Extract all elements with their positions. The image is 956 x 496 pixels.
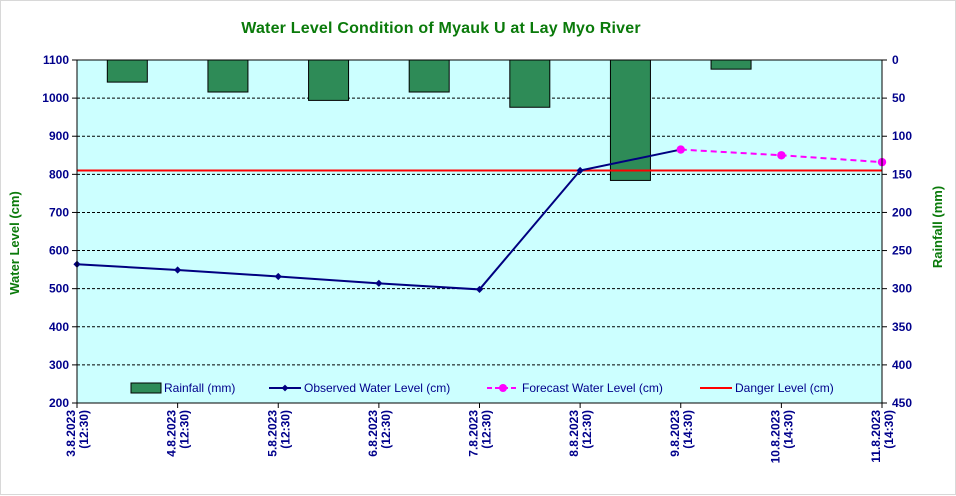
observed-point	[274, 272, 282, 281]
x-tick-date: 11.8.2023	[869, 410, 883, 463]
y2-tick-label: 100	[892, 129, 912, 143]
forecast-point	[777, 151, 786, 160]
y2-tick-label: 50	[892, 91, 906, 105]
x-tick-label: 10.8.2023 (14:30)	[768, 410, 795, 464]
y-tick-label: 1000	[42, 91, 69, 105]
x-tick-label: 3.8.2023 (12:30)	[64, 410, 91, 457]
x-tick-date: 8.8.2023	[567, 410, 581, 457]
x-tick-time: (14:30)	[681, 410, 695, 449]
x-tick-date: 6.8.2023	[366, 410, 380, 457]
legend-label: Forecast Water Level (cm)	[522, 381, 663, 395]
y2-tick-label: 250	[892, 244, 912, 258]
water-level-lines	[73, 145, 887, 294]
observed-point	[475, 285, 484, 294]
y-tick-label: 200	[49, 396, 69, 410]
y2-tick-label: 450	[892, 396, 912, 410]
x-tick-date: 10.8.2023	[768, 410, 782, 464]
y-tick-label: 800	[49, 167, 69, 181]
legend-label: Danger Level (cm)	[735, 381, 834, 395]
x-tick-time: (12:30)	[77, 410, 91, 449]
y2-tick-label: 350	[892, 320, 912, 334]
x-tick-label: 9.8.2023 (14:30)	[668, 410, 695, 457]
forecast-point	[676, 145, 685, 154]
x-tick-date: 4.8.2023	[165, 410, 179, 457]
legend-swatch	[130, 382, 162, 394]
x-tick-date: 5.8.2023	[265, 410, 279, 457]
y-axis-ticks: 200 300 400 500 600 700 800 900 1000 1100	[42, 53, 77, 410]
y-tick-label: 300	[49, 358, 69, 372]
rainfall-bar	[509, 59, 551, 108]
x-tick-label: 7.8.2023 (12:30)	[467, 410, 494, 457]
x-tick-label: 6.8.2023 (12:30)	[366, 410, 393, 457]
y2-axis-title: Rainfall (mm)	[930, 186, 945, 268]
legend-label: Observed Water Level (cm)	[304, 381, 450, 395]
observed-point	[174, 266, 182, 274]
y-tick-label: 700	[49, 205, 69, 219]
x-tick-date: 3.8.2023	[64, 410, 78, 457]
y-tick-label: 1100	[43, 53, 69, 67]
y-axis-title: Water Level (cm)	[7, 191, 22, 295]
x-tick-label: 4.8.2023 (12:30)	[165, 410, 192, 457]
y2-tick-label: 400	[892, 358, 912, 372]
chart-legend: Rainfall (mm) Observed Water Level (cm) Fo…	[130, 381, 834, 395]
x-tick-time: (12:30)	[580, 410, 594, 449]
y2-axis-ticks: 0 50 100 150 200 250 300 350 400 450	[882, 53, 912, 410]
x-tick-time: (12:30)	[178, 410, 192, 449]
rainfall-bar	[106, 59, 148, 83]
x-tick-label: 11.8.2023 (14:30)	[869, 410, 896, 463]
rainfall-bar	[207, 59, 249, 93]
x-tick-time: (12:30)	[480, 410, 494, 449]
rainfall-bar	[710, 59, 752, 70]
x-tick-label: 8.8.2023 (12:30)	[567, 410, 594, 457]
observed-point	[375, 279, 383, 287]
x-axis-ticks: 3.8.2023 (12:30) 4.8.2023 (12:30) 5.8.2023 (1…	[64, 403, 896, 463]
x-tick-time: (12:30)	[379, 410, 393, 449]
x-tick-date: 7.8.2023	[467, 410, 481, 457]
plot-area	[77, 60, 882, 403]
y-tick-label: 400	[49, 320, 69, 334]
x-tick-time: (14:30)	[781, 410, 795, 449]
chart-title: Water Level Condition of Myauk U at Lay …	[241, 20, 641, 37]
y-tick-label: 900	[49, 129, 69, 143]
rainfall-bar	[408, 59, 450, 93]
x-tick-time: (14:30)	[882, 410, 896, 449]
y2-tick-label: 0	[892, 53, 899, 67]
x-tick-time: (12:30)	[278, 410, 292, 449]
x-tick-label: 5.8.2023 (12:30)	[265, 410, 292, 457]
y2-tick-label: 300	[892, 282, 912, 296]
y2-tick-label: 200	[892, 205, 912, 219]
y-tick-label: 600	[49, 244, 69, 258]
legend-label: Rainfall (mm)	[164, 381, 235, 395]
legend-marker	[281, 384, 289, 392]
rainfall-bars	[106, 59, 752, 181]
y2-tick-label: 150	[892, 167, 912, 181]
x-tick-date: 9.8.2023	[668, 410, 682, 457]
legend-marker	[499, 384, 507, 392]
y-tick-label: 500	[49, 282, 69, 296]
observed-point	[576, 166, 584, 175]
rainfall-bar	[308, 59, 350, 101]
